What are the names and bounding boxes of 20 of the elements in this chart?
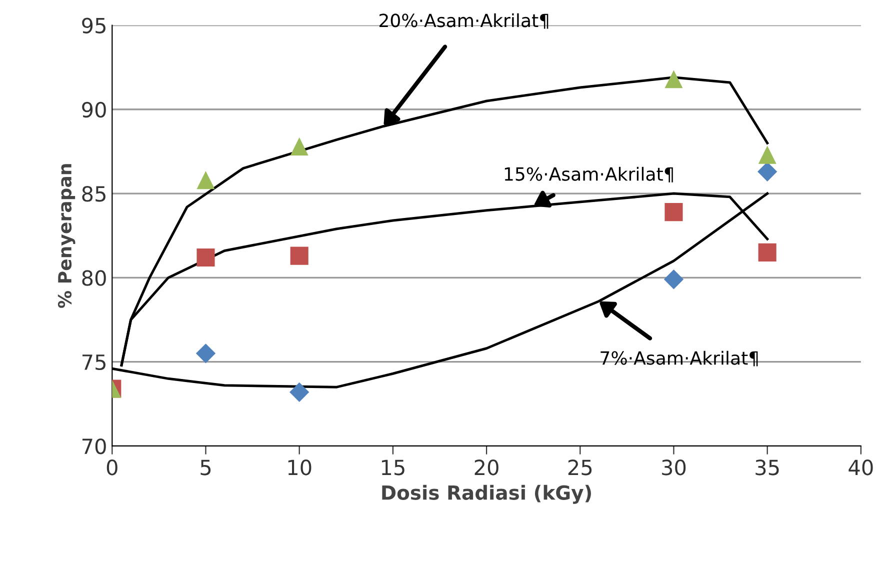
x-tick-label: 0: [106, 460, 118, 476]
y-tick-label: 80: [82, 270, 106, 286]
y-tick-label: 75: [82, 354, 106, 370]
y-axis-title: % Penyerapan: [58, 164, 76, 308]
x-tick-label: 10: [288, 460, 312, 476]
y-tick-label: 70: [82, 438, 106, 454]
y-tick-label: 90: [82, 102, 106, 118]
annotation: 20%·Asam·Akrilat¶: [380, 13, 548, 29]
annotation: 7%·Asam·Akrilat¶: [600, 350, 758, 366]
x-tick-label: 30: [662, 460, 686, 476]
y-tick-label: 95: [82, 18, 106, 34]
x-tick-label: 20: [474, 460, 498, 476]
x-tick-label: 5: [200, 460, 211, 476]
x-tick-label: 35: [756, 460, 779, 476]
x-tick-label: 40: [848, 460, 873, 476]
y-tick-label: 85: [82, 186, 106, 202]
annotation: 15%·Asam·Akrilat¶: [504, 166, 673, 182]
x-axis-title: Dosis Radiasi (kGy): [382, 484, 591, 504]
x-tick-label: 25: [568, 460, 592, 476]
x-tick-label: 15: [382, 460, 404, 476]
